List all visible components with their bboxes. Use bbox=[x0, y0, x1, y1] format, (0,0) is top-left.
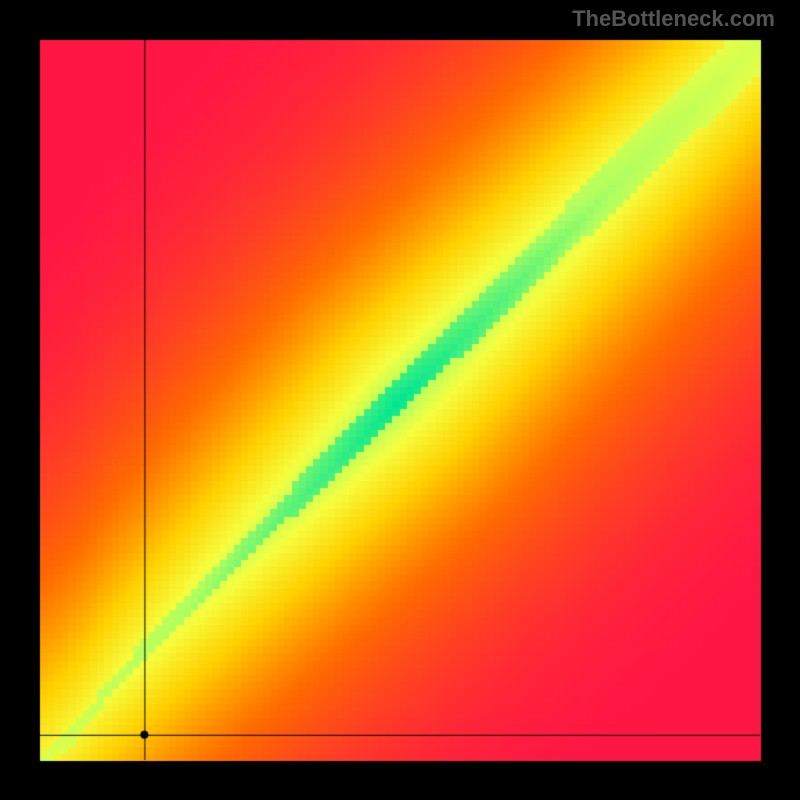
attribution-label: TheBottleneck.com bbox=[572, 6, 775, 32]
bottleneck-heatmap bbox=[0, 0, 800, 800]
